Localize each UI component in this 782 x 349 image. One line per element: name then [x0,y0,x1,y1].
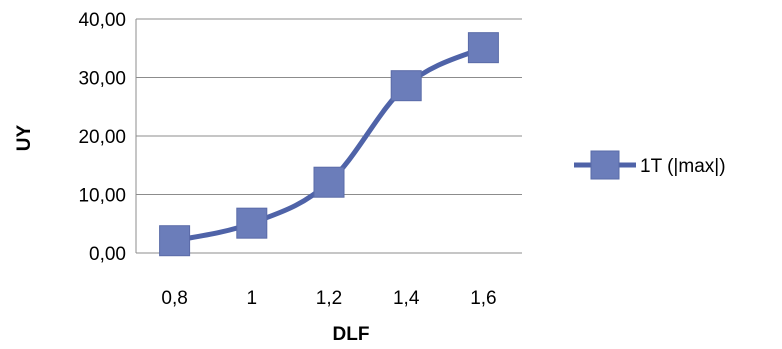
legend-label: 1T (|max|) [640,156,726,177]
data-point-marker [159,225,191,257]
data-point-marker [313,166,345,198]
data-point-marker [236,207,268,239]
x-tick-label: 1,2 [316,288,342,309]
legend: 1T (|max|) [574,150,726,180]
y-tick-label: 0,00 [89,244,126,265]
y-tick-labels: 0,00 10,00 20,00 30,00 40,00 [78,10,126,265]
data-point-marker [467,32,499,64]
y-tick-label: 40,00 [78,10,126,31]
x-tick-label: 0,8 [161,288,187,309]
y-tick-label: 20,00 [78,127,126,148]
legend-marker [590,150,620,180]
x-axis-title: DLF [333,324,370,345]
y-axis-title: UY [14,124,35,151]
x-tick-label: 1,6 [470,288,496,309]
y-tick-label: 10,00 [78,186,126,207]
x-tick-label: 1 [247,288,258,309]
x-tick-labels: 0,8 1 1,2 1,4 1,6 [161,288,496,309]
data-point-marker [390,70,422,102]
y-tick-label: 30,00 [78,69,126,90]
gridlines [135,18,522,254]
series-line [174,45,485,244]
x-tick-label: 1,4 [393,288,420,309]
series-layer [159,32,499,257]
